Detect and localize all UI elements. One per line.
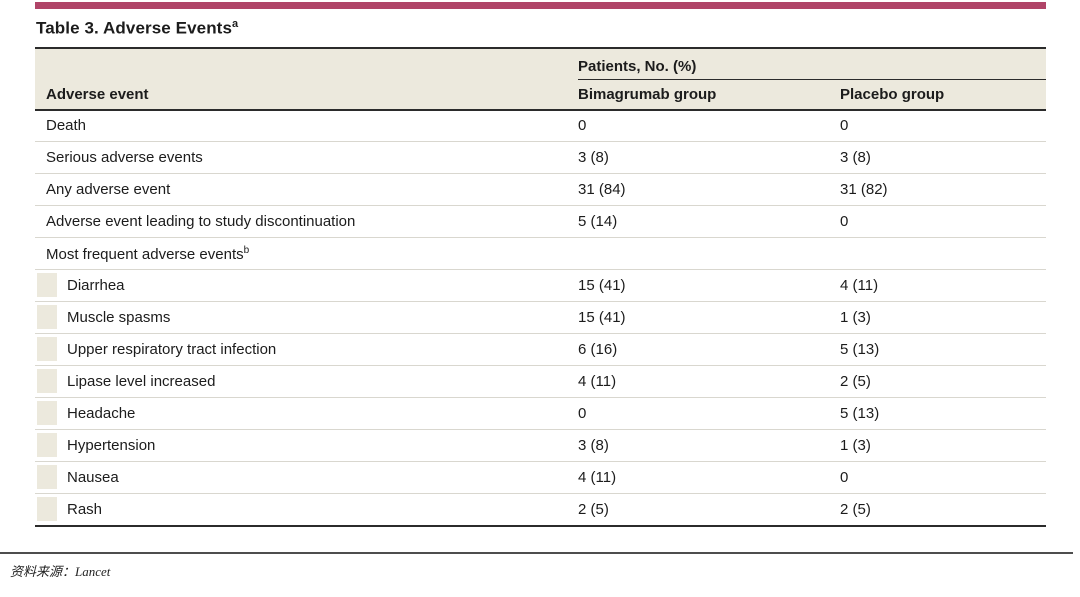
group-header-label: Patients, No. (%) [578,49,1047,80]
table-row: Adverse event leading to study discontin… [35,205,1047,239]
indent-marker [37,273,57,298]
table-figure: Table 3. Adverse Eventsa Patients, No. (… [35,2,1047,527]
table-header: Patients, No. (%) Adverse event Bimagrum… [35,46,1047,111]
row-label: Lipase level increased [35,365,570,399]
table-row: Rash 2 (5) 2 (5) [35,493,1047,527]
row-value-bimagrumab: 15 (41) [570,301,832,335]
row-label: Muscle spasms [35,301,570,335]
row-value-placebo: 4 (11) [832,269,1047,303]
row-value-bimagrumab: 31 (84) [570,173,832,207]
footer-divider [0,551,1073,554]
row-value-placebo: 1 (3) [832,429,1047,463]
row-value-bimagrumab: 2 (5) [570,493,832,527]
row-label-text: Rash [67,500,103,518]
row-value-bimagrumab: 0 [570,397,832,431]
table-row-section: Most frequent adverse eventsb [35,237,1047,271]
row-value-placebo [832,237,1047,271]
row-value-placebo: 2 (5) [832,493,1047,527]
row-label-text: Diarrhea [67,277,125,295]
column-header-bimagrumab: Bimagrumab group [570,79,832,111]
column-header-placebo: Placebo group [832,79,1047,111]
indent-marker [37,305,57,330]
indent-marker [37,369,57,394]
row-value-bimagrumab: 3 (8) [570,141,832,175]
row-label: Headache [35,397,570,431]
source-footer: 资料来源：Lancet [0,551,1080,580]
row-label-text: Headache [67,405,136,423]
accent-bar [35,2,1046,9]
indent-marker [37,401,57,426]
table-row: Upper respiratory tract infection 6 (16)… [35,333,1047,367]
table-title: Table 3. Adverse Eventsa [36,18,1045,39]
row-value-bimagrumab: 15 (41) [570,269,832,303]
row-value-placebo: 3 (8) [832,141,1047,175]
table-row: Death 0 0 [35,109,1047,143]
table-row: Diarrhea 15 (41) 4 (11) [35,269,1047,303]
table-row: Lipase level increased 4 (11) 2 (5) [35,365,1047,399]
table-row: Any adverse event 31 (84) 31 (82) [35,173,1047,207]
row-value-placebo: 5 (13) [832,397,1047,431]
indent-marker [37,497,57,521]
row-value-bimagrumab: 4 (11) [570,365,832,399]
adverse-events-table: Patients, No. (%) Adverse event Bimagrum… [35,46,1047,527]
row-value-placebo: 2 (5) [832,365,1047,399]
table-title-text: Table 3. Adverse Events [36,18,232,38]
indent-marker [37,337,57,362]
row-label-text: Hypertension [67,437,156,455]
row-value-placebo: 1 (3) [832,301,1047,335]
row-label: Upper respiratory tract infection [35,333,570,367]
row-value-bimagrumab: 4 (11) [570,461,832,495]
row-value-placebo: 31 (82) [832,173,1047,207]
row-label: Hypertension [35,429,570,463]
row-value-bimagrumab: 5 (14) [570,205,832,239]
table-row: Serious adverse events 3 (8) 3 (8) [35,141,1047,175]
row-label-text: Upper respiratory tract infection [67,341,277,359]
indent-marker [37,465,57,490]
column-header-adverse-event: Adverse event [35,79,570,111]
row-label: Death [35,109,570,143]
row-value-bimagrumab [570,237,832,271]
table-row: Hypertension 3 (8) 1 (3) [35,429,1047,463]
row-value-bimagrumab: 0 [570,109,832,143]
footnote-marker-b: b [243,244,250,256]
table-row: Nausea 4 (11) 0 [35,461,1047,495]
row-label-text: Muscle spasms [67,309,171,327]
empty-header-cell [35,46,570,80]
row-label: Any adverse event [35,173,570,207]
row-value-placebo: 5 (13) [832,333,1047,367]
row-label: Nausea [35,461,570,495]
group-header-cell: Patients, No. (%) [570,46,1047,80]
row-value-bimagrumab: 6 (16) [570,333,832,367]
row-value-placebo: 0 [832,205,1047,239]
row-label: Rash [35,493,570,527]
table-row: Headache 0 5 (13) [35,397,1047,431]
row-label-text: Lipase level increased [67,373,216,391]
source-text: 资料来源：Lancet [10,563,111,579]
row-label-text: Nausea [67,469,119,487]
table-row: Muscle spasms 15 (41) 1 (3) [35,301,1047,335]
row-label: Adverse event leading to study discontin… [35,205,570,239]
indent-marker [37,433,57,458]
row-label: Most frequent adverse eventsb [35,237,570,271]
row-value-bimagrumab: 3 (8) [570,429,832,463]
footnote-marker-a: a [232,18,239,30]
row-value-placebo: 0 [832,461,1047,495]
row-value-placebo: 0 [832,109,1047,143]
row-label: Diarrhea [35,269,570,303]
section-label-text: Most frequent adverse events [46,245,244,263]
row-label: Serious adverse events [35,141,570,175]
